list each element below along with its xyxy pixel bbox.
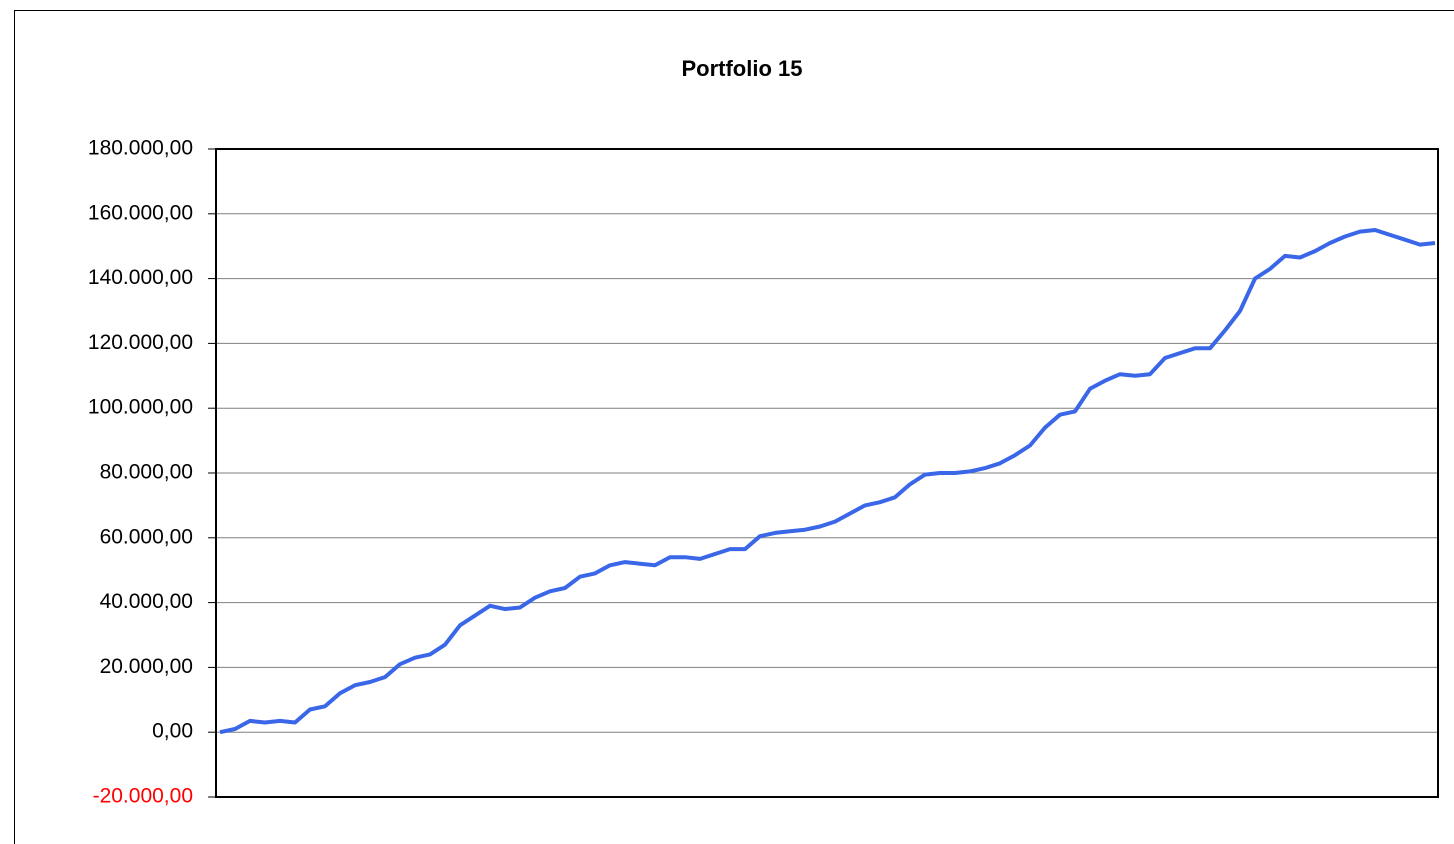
y-tick-label: 180.000,00	[88, 137, 193, 160]
y-tick-label: 100.000,00	[88, 396, 193, 419]
plot-area	[215, 148, 1439, 798]
y-tick-label: 0,00	[152, 720, 193, 743]
y-tick-label: 140.000,00	[88, 266, 193, 289]
y-tick-label: 20.000,00	[100, 655, 193, 678]
y-tick-label: 80.000,00	[100, 461, 193, 484]
y-tick-label: 160.000,00	[88, 201, 193, 224]
y-tick-label: 120.000,00	[88, 331, 193, 354]
data-line	[219, 228, 1436, 735]
y-tick-label: -20.000,00	[93, 785, 193, 808]
y-tick-label: 40.000,00	[100, 590, 193, 613]
chart-frame	[14, 10, 1454, 844]
y-tick-label: 60.000,00	[100, 525, 193, 548]
chart-title: Portfolio 15	[681, 56, 802, 81]
